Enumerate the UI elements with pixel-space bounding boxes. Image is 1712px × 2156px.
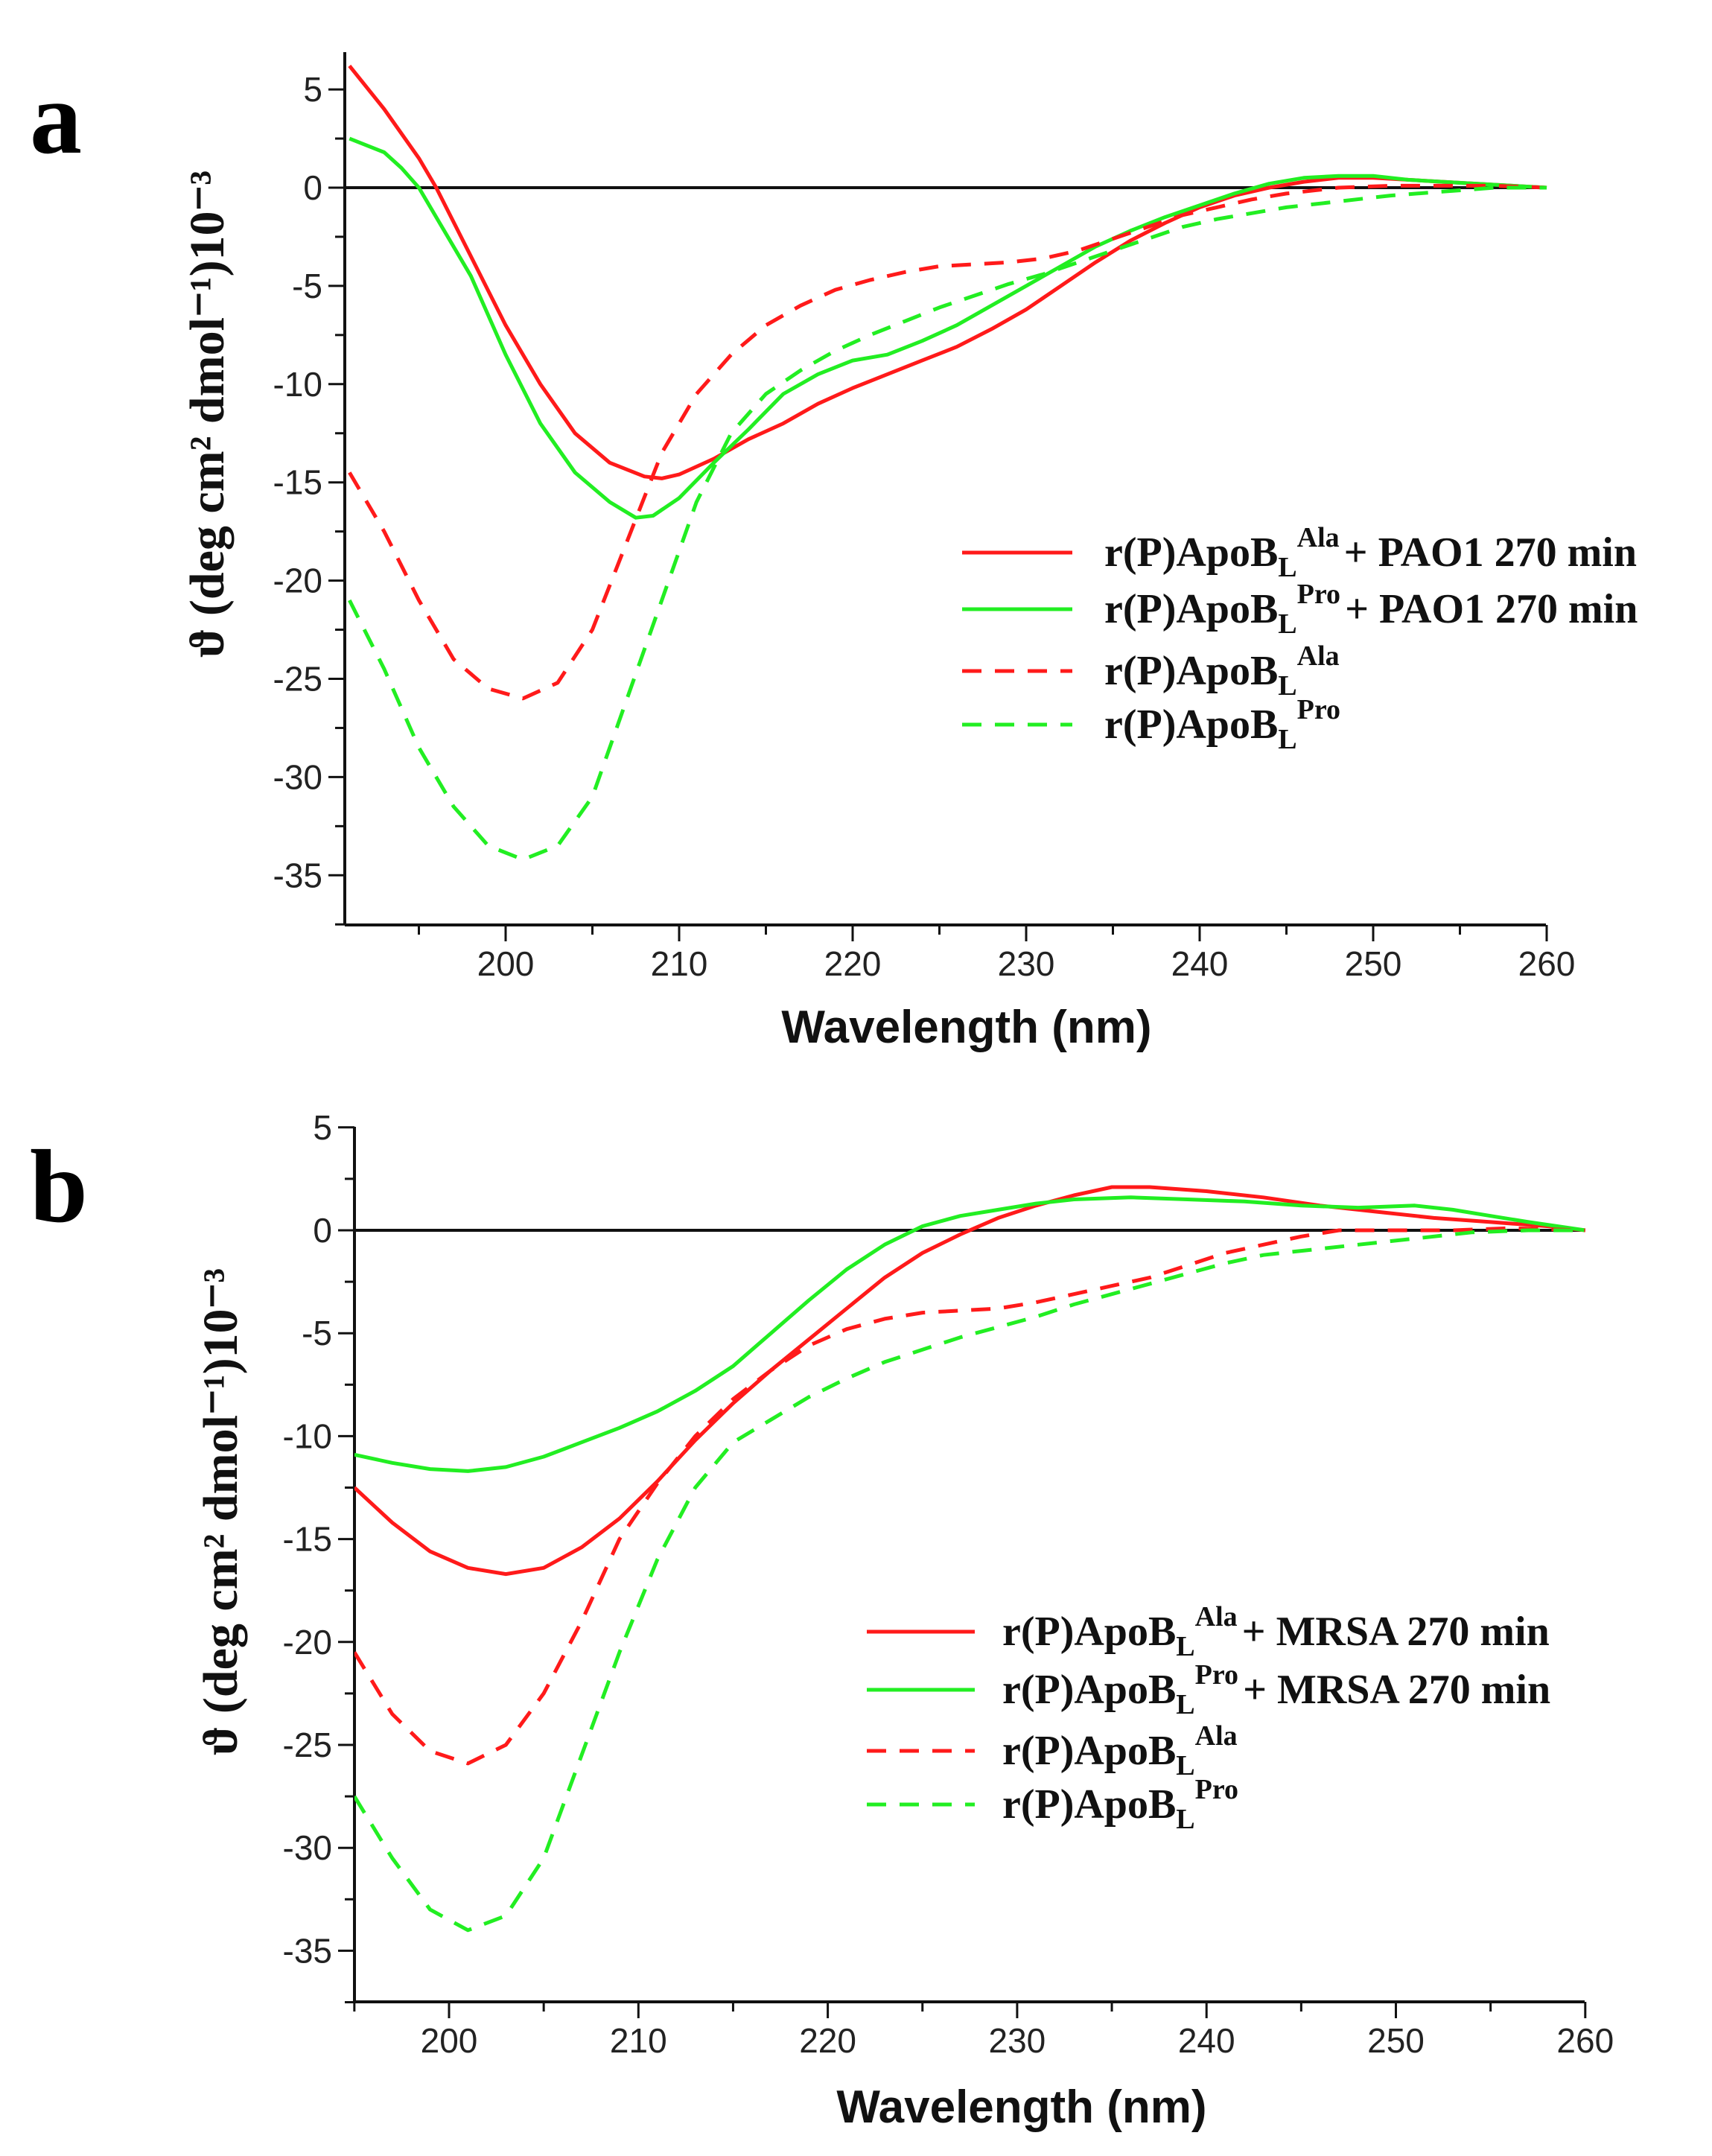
y-tick-label: -5 [292,267,322,305]
legend-label-subscript: L [1278,724,1296,755]
panel-label: b [30,1129,88,1244]
legend-label-suffix: + MRSA 270 min [1243,1667,1550,1713]
legend-label-superscript: Pro [1195,1659,1238,1691]
y-tick-label: -30 [273,757,322,796]
legend-label-subscript: L [1176,1631,1194,1662]
x-tick-label: 230 [989,2021,1046,2060]
legend-label-base: r(P)ApoB [1002,1728,1176,1774]
legend-label-subscript: L [1176,1689,1194,1720]
legend-label: r(P)ApoBLPro + PAO1 270 min [1104,579,1638,640]
legend-label-subscript: L [1278,552,1296,583]
legend-label-suffix: + PAO1 270 min [1345,586,1638,632]
x-axis-title: Wavelength (nm) [836,2082,1206,2133]
legend-label-subscript: L [1176,1750,1194,1781]
series-line-solid-ala [354,1185,1586,1577]
legend-label-superscript: Pro [1297,694,1340,725]
y-tick-label: -5 [302,1314,332,1352]
x-axis-title: Wavelength (nm) [781,1002,1151,1053]
y-tick-label: -25 [283,1726,332,1764]
y-tick-label: -35 [273,856,322,894]
legend-label-subscript: L [1278,608,1296,640]
y-tick-label: -10 [273,365,322,404]
y-tick-label: -15 [273,463,322,502]
x-tick-label: 240 [1171,944,1229,983]
x-tick-label: 200 [421,2021,478,2060]
legend-label: r(P)ApoBLPro + MRSA 270 min [1002,1659,1550,1720]
x-tick-label: 210 [610,2021,667,2060]
x-tick-label: 260 [1556,2021,1614,2060]
legend-label: r(P)ApoBLAla + PAO1 270 min [1104,522,1637,583]
y-tick-label: -35 [283,1931,332,1970]
x-tick-label: 200 [477,944,535,983]
y-tick-label: 0 [313,1211,332,1250]
x-tick-label: 210 [651,944,708,983]
legend-label-suffix: + MRSA 270 min [1242,1609,1550,1655]
y-tick-label: -10 [283,1416,332,1455]
panel-label: a [30,60,82,176]
y-tick-label: 5 [313,1108,332,1147]
x-tick-label: 260 [1518,944,1576,983]
legend-label-suffix: + PAO1 270 min [1344,530,1637,576]
y-tick-label: 0 [303,168,322,207]
legend-label-base: r(P)ApoB [1002,1609,1176,1655]
y-axis-title: ϑ (deg cm² dmol⁻¹)10⁻³ [194,1268,248,1755]
legend-label-subscript: L [1176,1804,1194,1835]
legend-label-subscript: L [1278,670,1296,702]
legend-label-superscript: Pro [1297,579,1340,610]
legend-label-base: r(P)ApoB [1002,1781,1176,1828]
legend-label-superscript: Ala [1195,1601,1238,1632]
legend-label: r(P)ApoBLAla + MRSA 270 min [1002,1601,1550,1662]
series-line-dashed-ala [354,1226,1585,1766]
legend-label: r(P)ApoBLAla [1104,640,1340,702]
y-tick-label: -20 [283,1623,332,1661]
legend-label: r(P)ApoBLAla [1002,1720,1238,1781]
legend-label-superscript: Ala [1195,1720,1238,1752]
legend-label-superscript: Pro [1195,1774,1238,1805]
series-line-dashed-pro [354,1228,1585,1933]
series-line-solid-ala [348,64,1547,480]
x-tick-label: 230 [998,944,1055,983]
legend-label-base: r(P)ApoB [1104,702,1278,748]
x-tick-label: 220 [824,944,882,983]
x-tick-label: 250 [1367,2021,1425,2060]
y-tick-label: -25 [273,660,322,699]
legend-label-superscript: Ala [1297,640,1340,672]
legend-label-base: r(P)ApoB [1104,530,1278,576]
legend-label-base: r(P)ApoB [1104,648,1278,694]
legend-label-superscript: Ala [1297,522,1340,553]
y-tick-label: -30 [283,1828,332,1867]
series-line-solid-pro [354,1195,1586,1473]
legend-label: r(P)ApoBLPro [1002,1774,1238,1835]
y-axis-title: ϑ (deg cm² dmol⁻¹)10⁻³ [180,171,235,658]
series-line-dashed-ala [348,183,1547,701]
y-tick-label: -15 [283,1520,332,1559]
legend-label: r(P)ApoBLPro [1104,694,1340,755]
series-line-solid-pro [349,136,1547,520]
panel-b: b 200 210 220 230 240 250 260 5 0 -5 -10 -15 -20 -25 -3… [30,1108,1614,2133]
x-tick-label: 220 [799,2021,856,2060]
panel-a: a 200 210 220 230 240 250 260 5 0 -5 -10 -15 -20 -25 -3… [30,52,1638,1053]
y-tick-label: -20 [273,562,322,600]
x-tick-label: 250 [1345,944,1402,983]
legend-label-base: r(P)ApoB [1104,586,1278,632]
series-line-dashed-pro [348,185,1547,862]
y-tick-label: 5 [303,70,322,109]
legend-label-base: r(P)ApoB [1002,1667,1176,1713]
x-tick-label: 240 [1178,2021,1235,2060]
